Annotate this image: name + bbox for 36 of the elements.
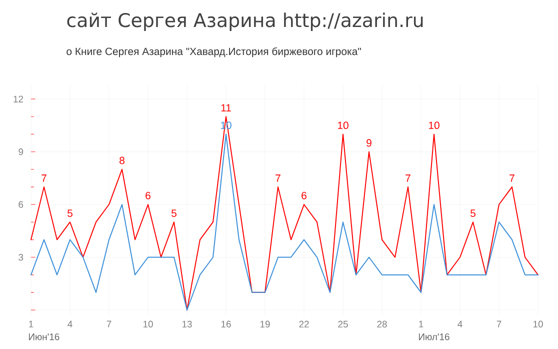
chart-title: сайт Сергея Азарина http://azarin.ru bbox=[67, 12, 423, 31]
y-tick-label: 9 bbox=[18, 148, 24, 156]
y-tick-label: 3 bbox=[18, 254, 24, 261]
x-tick-label: 4 bbox=[458, 320, 462, 328]
data-label: 7 bbox=[510, 174, 514, 182]
data-label: 9 bbox=[366, 139, 372, 147]
data-label: 5 bbox=[470, 210, 476, 217]
x-tick-label: 25 bbox=[338, 320, 348, 328]
data-label: 5 bbox=[172, 210, 176, 217]
data-label: 8 bbox=[120, 156, 124, 164]
data-label: 6 bbox=[146, 192, 150, 200]
y-tick-label: 6 bbox=[18, 201, 24, 208]
x-tick-label: 13 bbox=[182, 320, 192, 328]
x-tick-label: 1 bbox=[419, 320, 424, 328]
text: Июл'16 bbox=[418, 333, 450, 340]
data-label: 7 bbox=[276, 174, 280, 182]
x-tick-label: 10 bbox=[533, 320, 543, 328]
x-tick-label: 16 bbox=[221, 320, 231, 328]
data-label: 11 bbox=[221, 104, 231, 112]
y-tick-label: 12 bbox=[14, 96, 24, 102]
data-label: 10 bbox=[338, 122, 348, 129]
data-label: 5 bbox=[68, 210, 72, 217]
x-tick-label: 28 bbox=[377, 320, 387, 328]
data-label: 10 bbox=[428, 122, 440, 129]
data-label: 7 bbox=[406, 174, 410, 182]
x-tick-label: 7 bbox=[106, 320, 112, 328]
data-label: 6 bbox=[302, 192, 306, 200]
data-label: 7 bbox=[42, 174, 46, 182]
x-tick-label: 7 bbox=[496, 320, 502, 328]
x-tick-label: 1 bbox=[29, 320, 34, 328]
x-tick-label: 4 bbox=[68, 320, 72, 328]
x-tick-label: 19 bbox=[260, 320, 270, 328]
chart-subtitle: о Книге Сергея Азарина "Хавард.История биржевого игрока" bbox=[66, 47, 361, 58]
x-tick-label: 10 bbox=[143, 320, 153, 328]
text: Июн'16 bbox=[28, 333, 60, 340]
x-tick-label: 22 bbox=[299, 320, 309, 328]
